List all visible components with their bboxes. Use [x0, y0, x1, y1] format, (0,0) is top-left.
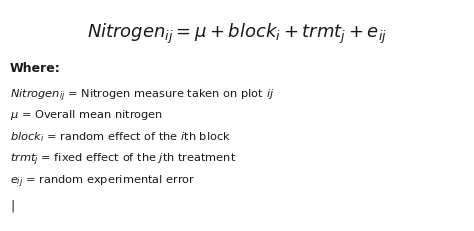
- Text: $\mathit{trmt}_j$ = fixed effect of the $\mathit{j}$th treatment: $\mathit{trmt}_j$ = fixed effect of the …: [10, 152, 237, 168]
- Text: $\mu$ = Overall mean nitrogen: $\mu$ = Overall mean nitrogen: [10, 108, 163, 122]
- Text: $\mathit{Nitrogen}_{ij} = \mu + \mathit{block}_i + \mathit{trmt}_j + e_{ij}$: $\mathit{Nitrogen}_{ij} = \mu + \mathit{…: [87, 22, 387, 46]
- Text: $e_{ij}$ = random experimental error: $e_{ij}$ = random experimental error: [10, 174, 195, 190]
- Text: Where:: Where:: [10, 62, 61, 75]
- Text: $\mathit{block}_i$ = random effect of the $\mathit{i}$th block: $\mathit{block}_i$ = random effect of th…: [10, 130, 231, 144]
- Text: |: |: [10, 200, 14, 213]
- Text: $\mathit{Nitrogen}_{ij}$ = Nitrogen measure taken on plot $\mathit{ij}$: $\mathit{Nitrogen}_{ij}$ = Nitrogen meas…: [10, 88, 274, 104]
